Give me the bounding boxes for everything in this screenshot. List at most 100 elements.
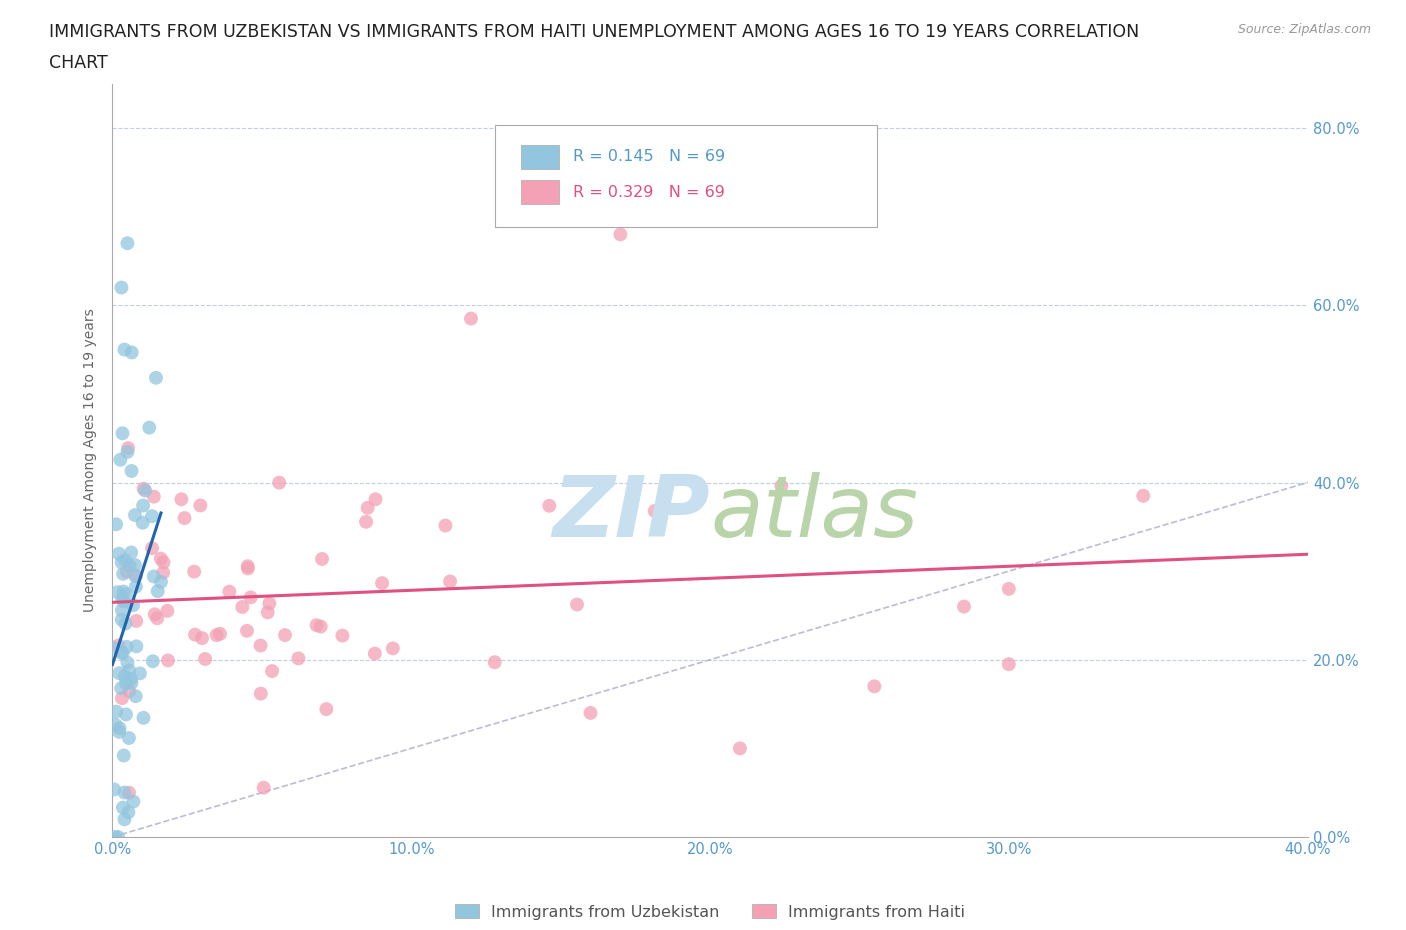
Point [150,575,173,590]
Point [146,611,169,626]
Point [269,475,291,490]
Point [191,631,214,645]
Point [111,800,134,815]
Point [194,652,217,667]
Point [142,654,165,669]
Point [125,579,148,594]
Point [249,638,271,653]
Point [110,681,132,696]
Point [110,280,132,295]
Point [114,669,136,684]
Point [579,706,602,721]
Point [364,646,387,661]
Point [114,342,135,357]
Point [141,509,163,524]
Point [311,551,333,566]
Point [218,584,240,599]
Point [381,641,404,656]
Point [112,566,135,581]
Point [239,590,262,604]
Legend: Immigrants from Uzbekistan, Immigrants from Haiti: Immigrants from Uzbekistan, Immigrants f… [449,897,972,926]
FancyBboxPatch shape [495,126,877,227]
Point [104,830,127,844]
Point [728,741,751,756]
Point [863,679,886,694]
Point [112,748,135,763]
Point [120,545,142,560]
Point [125,568,148,583]
Point [118,684,141,698]
Point [184,627,207,642]
Point [132,711,155,725]
Point [132,482,155,497]
Point [107,585,129,600]
Point [259,596,281,611]
Point [434,518,457,533]
Point [354,514,377,529]
Point [114,785,136,800]
Point [108,666,131,681]
Point [107,638,129,653]
Point [111,645,134,660]
Point [114,616,136,631]
Point [115,565,138,579]
Point [118,663,141,678]
Point [256,604,278,619]
Point [460,312,482,326]
Point [152,565,174,580]
Point [108,724,131,739]
Point [236,559,259,574]
Point [111,612,134,627]
Point [129,666,152,681]
Point [120,671,142,686]
Point [105,704,128,719]
Point [190,498,212,512]
Point [141,540,163,555]
Point [538,498,561,513]
Point [1132,488,1154,503]
Point [131,515,153,530]
Point [262,664,284,679]
Point [998,581,1021,596]
Point [111,426,134,441]
Text: R = 0.329   N = 69: R = 0.329 N = 69 [572,185,724,200]
Point [236,623,259,638]
Point [118,731,141,746]
Point [565,597,588,612]
Point [145,370,167,385]
Point [103,782,125,797]
Point [134,484,156,498]
Point [205,628,228,643]
Point [107,830,129,844]
Point [122,598,145,613]
Point [117,236,139,251]
Text: CHART: CHART [49,54,108,72]
Point [364,492,387,507]
Point [124,508,146,523]
Point [183,565,205,579]
Point [125,639,148,654]
Point [105,517,128,532]
Text: IMMIGRANTS FROM UZBEKISTAN VS IMMIGRANTS FROM HAITI UNEMPLOYMENT AMONG AGES 16 T: IMMIGRANTS FROM UZBEKISTAN VS IMMIGRANTS… [49,23,1139,41]
Point [110,645,132,660]
Point [609,227,631,242]
Point [231,600,253,615]
Point [115,640,138,655]
Point [117,441,139,456]
Point [111,591,134,606]
Point [117,445,139,459]
Point [208,627,231,642]
Point [142,489,165,504]
Point [115,707,138,722]
Point [112,594,135,609]
Point [770,479,793,494]
Point [253,780,276,795]
Point [142,569,165,584]
Point [173,511,195,525]
Point [274,628,297,643]
Point [287,651,309,666]
Point [110,452,132,467]
Point [138,420,160,435]
Point [439,574,461,589]
Point [998,657,1021,671]
